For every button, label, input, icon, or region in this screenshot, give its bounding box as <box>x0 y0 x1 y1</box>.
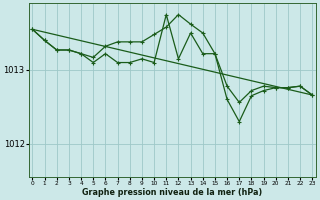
X-axis label: Graphe pression niveau de la mer (hPa): Graphe pression niveau de la mer (hPa) <box>82 188 262 197</box>
